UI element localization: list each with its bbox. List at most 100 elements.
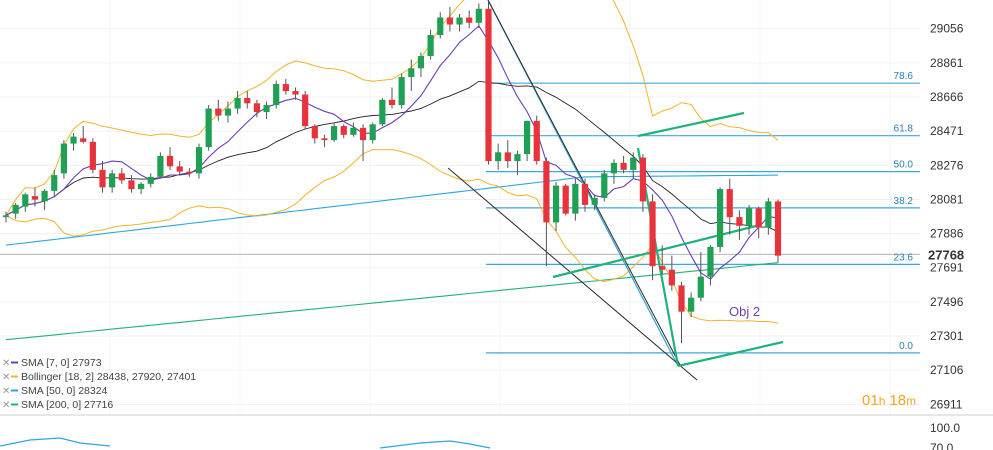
price-tick-label: 28471: [930, 124, 964, 138]
candle-body: [591, 197, 598, 205]
timer-h: h: [879, 394, 886, 408]
price-tick-label: 29056: [930, 22, 964, 36]
candle-body: [379, 99, 386, 125]
candle-body: [427, 35, 434, 57]
price-tick-label: 26911: [930, 397, 963, 411]
sub-panel-tick: 100.0: [930, 421, 960, 435]
candle-body: [736, 217, 743, 226]
candle-body: [639, 157, 646, 202]
candle-body: [475, 8, 482, 23]
candle-body: [533, 120, 540, 162]
legend-close-icon: ✕: [2, 386, 10, 397]
candle-body: [524, 120, 531, 155]
candle-body: [234, 98, 241, 109]
sub-panel-tick: 70.0: [930, 441, 954, 450]
candle-body: [22, 194, 29, 207]
candle-body: [70, 136, 77, 144]
candle-body: [717, 189, 724, 247]
candle-body: [331, 126, 338, 141]
candle-body: [572, 183, 579, 214]
legend-label: SMA [7, 0] 27973: [21, 357, 102, 369]
fib-labels: 78.6 61.8 50.0 38.2 23.6 0.0: [894, 71, 914, 352]
candle-body: [688, 297, 695, 312]
price-tick-label: 28666: [930, 90, 964, 104]
candle-body: [311, 126, 318, 139]
candle-body: [437, 17, 444, 36]
fib-label: 0.0: [899, 341, 913, 352]
candle-body: [224, 108, 232, 116]
sub-panel-line: [379, 440, 491, 449]
sub-panel-line: [0, 437, 111, 447]
legend-close-icon: ✕: [2, 372, 10, 383]
candle-body: [292, 91, 299, 95]
candle-body: [109, 173, 116, 188]
candle-body: [205, 108, 212, 148]
candle-body: [630, 157, 637, 170]
candle-body: [755, 208, 762, 228]
legend-close-icon: ✕: [2, 358, 10, 369]
price-axis: 29056 28861 28666 28471 28276 28081 27886 27691…: [0, 22, 993, 450]
fib-label: 50.0: [894, 160, 914, 171]
fib-label: 23.6: [894, 252, 914, 263]
sma-7-path: [5, 25, 779, 280]
pattern-line-upper: [637, 111, 745, 138]
sma-50-line: [5, 174, 779, 246]
candle-body: [765, 201, 772, 228]
candle-body: [552, 185, 560, 223]
candle-body: [147, 176, 154, 184]
candle-body: [417, 56, 425, 69]
candle-body: [138, 183, 145, 190]
trend-drawings[interactable]: [447, 0, 784, 381]
candle-body: [610, 162, 618, 174]
candle-body: [620, 162, 627, 170]
candle-body: [581, 183, 589, 205]
candle-body: [668, 269, 675, 286]
candle-body: [41, 190, 48, 202]
candles: [2, 1, 782, 344]
candle-body: [707, 246, 714, 277]
legend-label: SMA [50, 0] 28324: [21, 385, 108, 397]
legend-close-icon: ✕: [2, 400, 10, 411]
candle-body: [215, 108, 222, 116]
candle-body: [659, 266, 666, 270]
candle-body: [562, 185, 569, 214]
candle-body: [157, 155, 164, 177]
candle-body: [359, 127, 367, 141]
candle-body: [89, 141, 96, 170]
indicator-legend: ✕ SMA [7, 0] 27973 ✕ Bollinger [18, 2] 2843…: [2, 357, 196, 411]
candle-body: [321, 138, 328, 141]
candle-body: [774, 201, 782, 256]
pattern-line-target: [677, 340, 784, 368]
candle-body: [543, 161, 550, 223]
candle-body: [282, 84, 289, 92]
candle-body: [456, 17, 463, 25]
candle-body: [166, 155, 174, 167]
price-tick-label: 27301: [930, 329, 964, 343]
candle-body: [2, 215, 10, 218]
candle-body: [302, 94, 309, 127]
timer-minutes: 18: [889, 392, 906, 409]
candle-body: [388, 99, 396, 106]
candle-body: [273, 84, 280, 106]
trend-line-black-2: [487, 0, 681, 366]
candle-body: [51, 175, 58, 191]
fibonacci-levels: [486, 82, 920, 354]
sma-7-line: [5, 25, 779, 280]
fib-label: 78.6: [894, 71, 914, 82]
candle-body: [118, 173, 125, 181]
candle-body: [99, 169, 106, 188]
candle-body: [12, 204, 19, 214]
candle-body: [195, 147, 203, 174]
sma-200-path: [5, 262, 779, 341]
candle-body: [678, 285, 685, 312]
sma-200-line: [5, 262, 779, 341]
timer-hours: 01: [862, 392, 879, 409]
candle-body: [253, 103, 260, 113]
candle-body: [80, 138, 87, 142]
candle-body: [398, 77, 405, 106]
candle-body: [263, 105, 270, 113]
candle-body: [408, 68, 415, 78]
price-tick-label: 27496: [930, 295, 964, 309]
candle-body: [601, 173, 608, 198]
